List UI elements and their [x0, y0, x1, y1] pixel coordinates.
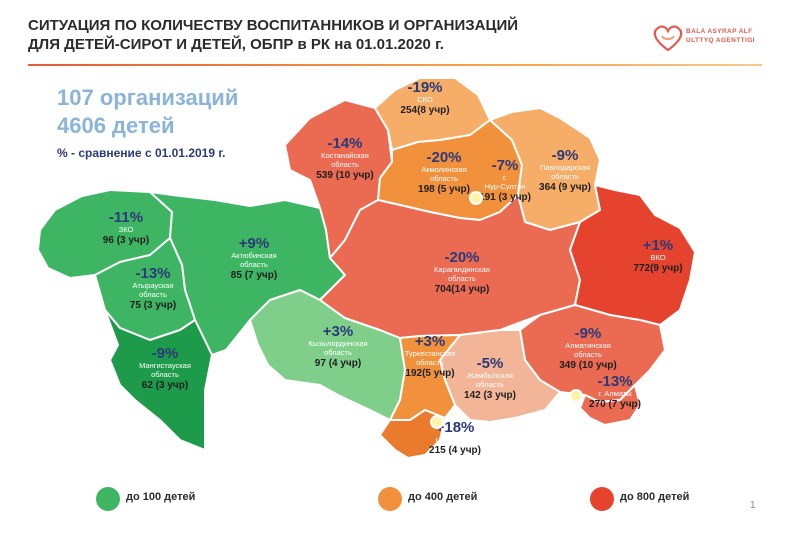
page-number: 1 [750, 500, 756, 511]
region-name-zhambyl: область [476, 380, 504, 389]
region-name-karaganda: Карагандинская [434, 265, 490, 274]
title-line-2: ДЛЯ ДЕТЕЙ-СИРОТ И ДЕТЕЙ, ОБПР в РК на 01… [28, 36, 444, 53]
organizations-count: 107 организаций [57, 85, 239, 110]
logo-line-1: BALA ASYRAP ALF [686, 28, 753, 35]
children-count: 4606 детей [57, 113, 175, 138]
region-pct-zko: -11% [109, 209, 143, 226]
region-pct-sko: -19% [407, 79, 442, 96]
region-stats-shymkent: 215 (4 учр) [429, 445, 481, 456]
legend-swatch-orange [378, 487, 402, 511]
region-name-sko: СКО [417, 95, 433, 104]
region-name-almaty_obl: область [574, 350, 602, 359]
region-shape-mangystau[interactable] [104, 309, 213, 451]
region-stats-turkestan: 192(5 учр) [405, 368, 454, 379]
region-name-karaganda: область [448, 274, 476, 283]
region-stats-atyrau: 75 (3 учр) [130, 300, 176, 311]
region-name-aktobe: Актюбинская [231, 251, 276, 260]
region-name-mangystau: область [151, 370, 179, 379]
comparison-note: % - сравнение с 01.01.2019 г. [57, 146, 226, 160]
region-name-kyzylorda: область [324, 348, 352, 357]
region-name-kostanay: Костанайская [321, 151, 369, 160]
region-pct-kyzylorda: +3% [323, 323, 353, 340]
region-name-pavlodar: Павлодарская [540, 163, 590, 172]
legend-swatch-red [590, 487, 614, 511]
legend-swatch-green [96, 487, 120, 511]
region-pct-karaganda: -20% [444, 249, 479, 266]
region-shape-almaty-city[interactable] [579, 384, 641, 426]
region-name-almaty_obl: Алматинская [565, 341, 611, 350]
region-name-atyrau: область [139, 290, 167, 299]
region-name-pavlodar: область [551, 172, 579, 181]
region-pct-turkestan: +3% [415, 333, 445, 350]
region-name-nursultan: г. [503, 173, 507, 182]
region-name-almaty_city: г. Алматы [598, 389, 631, 398]
region-name-aktobe: область [240, 260, 268, 269]
region-name-atyrau: Атырауская [132, 281, 173, 290]
legend-label-1: до 100 детей [126, 491, 196, 503]
region-pct-almaty_obl: -9% [575, 325, 602, 342]
region-name-mangystau: Мангистауская [139, 361, 191, 370]
legend-label-2: до 400 детей [408, 491, 478, 503]
region-shape-vko[interactable] [569, 184, 696, 326]
region-stats-mangystau: 62 (3 учр) [142, 380, 188, 391]
region-stats-zko: 96 (3 учр) [103, 235, 149, 246]
region-stats-nursultan: 191 (3 учр) [479, 192, 531, 203]
region-name-akmola: область [430, 174, 458, 183]
shymkent-marker [430, 415, 444, 429]
region-name-nursultan: Нур-Султан [485, 182, 526, 191]
region-pct-akmola: -20% [426, 149, 461, 166]
region-stats-almaty_obl: 349 (10 учр) [559, 360, 617, 371]
region-name-kyzylorda: Кызылординская [308, 339, 367, 348]
page-title: СИТУАЦИЯ ПО КОЛИЧЕСТВУ ВОСПИТАННИКОВ И О… [28, 16, 588, 54]
region-pct-vko: +1% [643, 237, 673, 254]
region-stats-zhambyl: 142 (3 учр) [464, 390, 516, 401]
region-name-kostanay: область [331, 160, 359, 169]
region-stats-aktobe: 85 (7 учр) [231, 270, 277, 281]
region-pct-kostanay: -14% [327, 135, 362, 152]
region-pct-atyrau: -13% [135, 265, 170, 282]
region-stats-kostanay: 539 (10 учр) [316, 170, 374, 181]
region-name-turkestan: Туркестанская [405, 349, 455, 358]
region-pct-almaty_city: -13% [597, 373, 632, 390]
region-pct-zhambyl: -5% [477, 355, 504, 372]
logo-text: BALA ASYRAP ALF ULTTYQ AGENTTIGI [686, 27, 755, 45]
region-stats-kyzylorda: 97 (4 учр) [315, 358, 361, 369]
region-stats-pavlodar: 364 (9 учр) [539, 182, 591, 193]
region-pct-mangystau: -9% [152, 345, 179, 362]
region-pct-nursultan: -7% [492, 157, 519, 174]
title-line-1: СИТУАЦИЯ ПО КОЛИЧЕСТВУ ВОСПИТАННИКОВ И О… [28, 17, 519, 34]
region-name-shymkent: г. Шымкент [436, 435, 475, 444]
nursultan-marker [469, 191, 483, 205]
region-shape-shymkent[interactable] [379, 409, 446, 459]
region-name-akmola: Акмолинская [421, 165, 467, 174]
header-divider [28, 64, 762, 66]
region-name-turkestan: область [416, 358, 444, 367]
region-pct-shymkent: +18% [436, 419, 475, 436]
region-pct-aktobe: +9% [239, 235, 269, 252]
region-shape-zhambyl[interactable] [439, 329, 561, 423]
region-stats-sko: 254(8 учр) [400, 105, 449, 116]
almaty-marker [569, 389, 583, 403]
region-stats-almaty_city: 270 (7 учр) [589, 399, 641, 410]
summary-block: 107 организаций 4606 детей [57, 84, 238, 140]
region-name-zko: ЗКО [119, 225, 134, 234]
heart-logo-icon [653, 25, 683, 52]
logo-line-2: ULTTYQ AGENTTIGI [686, 37, 755, 44]
region-name-vko: ВКО [650, 253, 665, 262]
region-name-zhambyl: Жамбылская [467, 371, 513, 380]
region-pct-pavlodar: -9% [552, 147, 579, 164]
region-stats-akmola: 198 (5 учр) [418, 184, 470, 195]
region-stats-vko: 772(9 учр) [633, 263, 682, 274]
region-stats-karaganda: 704(14 учр) [435, 284, 490, 295]
legend-label-3: до 800 детей [620, 491, 690, 503]
